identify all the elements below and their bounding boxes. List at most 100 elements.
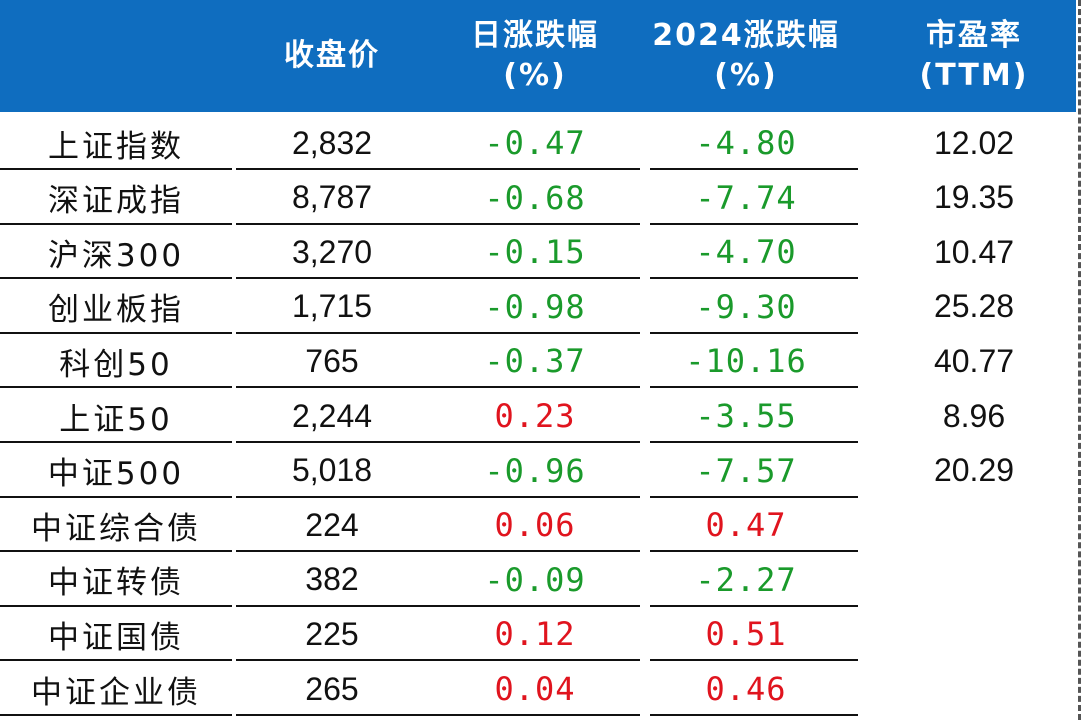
row-divider xyxy=(650,441,858,443)
daily-change: 0.04 xyxy=(494,670,576,708)
index-name: 中证综合债 xyxy=(31,510,201,547)
table-row: 科创50 765 -0.37 -10.16 40.77 xyxy=(0,334,1076,389)
header-pe-label: 市盈率 xyxy=(926,18,1022,53)
table-row: 中证企业债 265 0.04 0.46 xyxy=(0,662,1076,716)
header-pe-unit: (TTM) xyxy=(919,58,1029,93)
table-row: 中证国债 225 0.12 0.51 xyxy=(0,607,1076,662)
row-divider xyxy=(236,714,636,716)
index-name: 深证成指 xyxy=(48,183,184,220)
row-divider xyxy=(0,714,232,716)
row-divider xyxy=(440,222,640,225)
table-row: 沪深300 3,270 -0.15 -4.70 10.47 xyxy=(0,225,1076,280)
row-divider xyxy=(0,222,232,225)
pe-ratio xyxy=(872,498,1076,552)
row-divider xyxy=(440,714,640,716)
header-daily-unit: (%) xyxy=(503,58,567,93)
close-price: 382 xyxy=(305,561,359,598)
pe-ratio xyxy=(872,553,1076,607)
daily-change: -0.37 xyxy=(484,342,586,381)
close-price: 2,244 xyxy=(291,397,373,434)
close-price: 5,018 xyxy=(291,452,373,489)
pe-ratio: 20.29 xyxy=(933,452,1015,489)
ytd-change: -9.30 xyxy=(695,287,797,326)
index-name: 中证500 xyxy=(47,456,185,493)
close-price: 3,270 xyxy=(291,233,373,270)
row-divider xyxy=(236,331,636,334)
daily-change: -0.15 xyxy=(484,233,586,272)
ytd-change: 0.51 xyxy=(705,615,787,654)
index-name: 科创50 xyxy=(59,346,173,383)
row-divider xyxy=(650,495,858,498)
row-divider xyxy=(440,386,640,389)
table-row: 上证指数 2,832 -0.47 -4.80 12.02 xyxy=(0,116,1076,170)
header-pe-ratio: 市盈率 (TTM) xyxy=(872,0,1076,112)
row-divider xyxy=(650,659,858,662)
header-close-price: 收盘价 xyxy=(232,0,432,112)
row-divider xyxy=(236,168,636,170)
daily-change: -0.98 xyxy=(484,287,586,326)
ytd-change: -2.27 xyxy=(695,560,797,599)
table-row: 深证成指 8,787 -0.68 -7.74 19.35 xyxy=(0,171,1076,225)
close-price: 225 xyxy=(305,615,359,652)
row-divider xyxy=(236,604,636,607)
pe-ratio xyxy=(872,607,1076,661)
table-row: 中证综合债 224 0.06 0.47 xyxy=(0,498,1076,553)
table-row: 创业板指 1,715 -0.98 -9.30 25.28 xyxy=(0,280,1076,334)
close-price: 1,715 xyxy=(291,288,373,325)
ytd-change: -3.55 xyxy=(695,397,797,435)
index-name: 上证50 xyxy=(59,401,173,438)
row-divider xyxy=(236,386,636,389)
header-ytd-change: 2024涨跌幅 (%) xyxy=(638,0,854,112)
daily-change: 0.06 xyxy=(494,506,576,545)
daily-change: -0.09 xyxy=(484,560,586,599)
pe-ratio: 19.35 xyxy=(933,179,1015,216)
row-divider xyxy=(440,659,640,662)
daily-change: 0.23 xyxy=(494,397,576,435)
index-name: 中证企业债 xyxy=(31,674,201,711)
row-divider xyxy=(0,550,232,553)
pe-ratio: 12.02 xyxy=(933,124,1015,161)
row-divider xyxy=(440,550,640,553)
pe-ratio: 8.96 xyxy=(942,397,1006,434)
table-header: 收盘价 日涨跌幅 (%) 2024涨跌幅 (%) 市盈率 (TTM) xyxy=(0,0,1076,112)
close-price: 8,787 xyxy=(291,179,373,216)
ytd-change: 0.47 xyxy=(705,506,787,545)
row-divider xyxy=(650,550,858,553)
ytd-change: -7.57 xyxy=(695,451,797,490)
row-divider xyxy=(0,277,232,280)
row-divider xyxy=(236,441,636,443)
daily-change: -0.47 xyxy=(484,124,586,162)
header-daily-change: 日涨跌幅 (%) xyxy=(432,0,638,112)
close-price: 265 xyxy=(305,670,359,707)
index-name: 上证指数 xyxy=(48,128,184,165)
ytd-change: -4.80 xyxy=(695,124,797,162)
daily-change: -0.96 xyxy=(484,451,586,490)
close-price: 224 xyxy=(305,506,359,543)
row-divider xyxy=(0,604,232,607)
row-divider xyxy=(650,277,858,280)
row-divider xyxy=(0,386,232,389)
pe-ratio: 40.77 xyxy=(933,342,1015,379)
row-divider xyxy=(440,441,640,443)
daily-change: 0.12 xyxy=(494,615,576,654)
index-name: 创业板指 xyxy=(48,292,184,329)
close-price: 765 xyxy=(305,342,359,379)
row-divider xyxy=(650,168,858,170)
row-divider xyxy=(440,331,640,334)
header-ytd-unit: (%) xyxy=(714,58,778,93)
row-divider xyxy=(440,604,640,607)
row-divider xyxy=(440,277,640,280)
table-row: 中证转债 382 -0.09 -2.27 xyxy=(0,553,1076,607)
ytd-change: 0.46 xyxy=(705,670,787,708)
header-daily-label: 日涨跌幅 xyxy=(471,18,599,53)
row-divider xyxy=(650,331,858,334)
row-divider xyxy=(650,386,858,389)
row-divider xyxy=(236,222,636,225)
row-divider xyxy=(440,168,640,170)
table-row: 中证500 5,018 -0.96 -7.57 20.29 xyxy=(0,444,1076,498)
pe-ratio xyxy=(872,662,1076,716)
row-divider xyxy=(650,222,858,225)
ytd-change: -4.70 xyxy=(695,233,797,272)
daily-change: -0.68 xyxy=(484,178,586,217)
